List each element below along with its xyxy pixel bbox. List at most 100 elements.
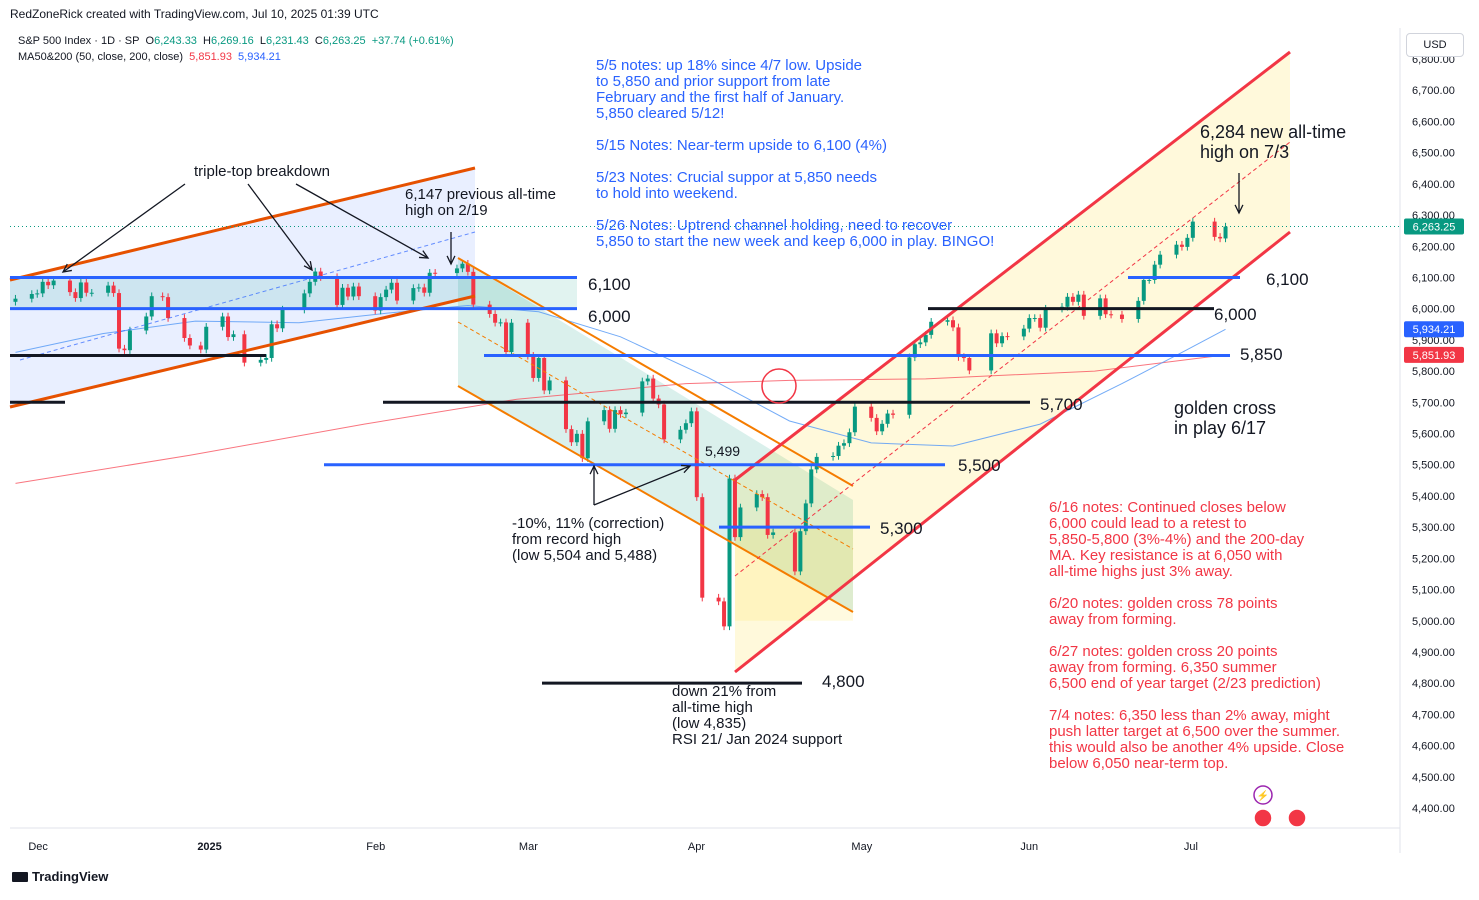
candle-body (395, 282, 400, 301)
annotation-new-ath-2: high on 7/3 (1200, 142, 1289, 162)
candle-body (950, 320, 955, 328)
candle-body (1212, 221, 1217, 237)
candle-body (144, 316, 149, 331)
y-tick-label: 6,400.00 (1412, 179, 1455, 191)
x-tick-label: Apr (688, 841, 705, 853)
x-tick-label: Mar (519, 841, 538, 853)
note-blue-1: 5/5 notes: up 18% since 4/7 low. Upside (596, 57, 862, 74)
candle-body (891, 413, 896, 415)
x-tick-label: May (851, 841, 872, 853)
candle-body (13, 298, 18, 302)
candle-body (111, 285, 116, 294)
note-red-3: 6/27 notes: golden cross 20 points (1049, 643, 1278, 660)
candle-body (607, 410, 612, 429)
annotation-new-ath-1: 6,284 new all-time (1200, 122, 1346, 142)
price-tag-label: 6,263.25 (1413, 222, 1456, 234)
chart-credit: RedZoneRick created with TradingView.com… (10, 7, 379, 21)
candle-body (880, 423, 885, 432)
candle-body (1152, 264, 1157, 280)
candle-body (280, 309, 285, 329)
uptrend-channel-fill (735, 52, 1290, 672)
candle-body (117, 293, 122, 349)
uptrend-channel-mid (734, 141, 1291, 577)
candle-body (912, 344, 917, 358)
note-blue-2: 5/15 Notes: Near-term upside to 6,100 (4… (596, 137, 887, 154)
lightning-icon (1253, 785, 1273, 805)
close-label: C (314, 35, 323, 47)
candle-body (831, 455, 836, 457)
candle-body (335, 277, 340, 305)
candle-body (302, 293, 307, 310)
candle-body (340, 287, 345, 305)
candle-body (542, 357, 547, 391)
level-label-6000: 6,000 (588, 307, 631, 326)
candle-body (640, 381, 645, 413)
candle-body (1190, 221, 1195, 238)
y-tick-label: 5,700.00 (1412, 397, 1455, 409)
note-red-4: below 6,050 near-term top. (1049, 755, 1228, 772)
candle-body (307, 281, 312, 294)
ma50-line (15, 304, 1226, 447)
candle-body (792, 532, 797, 572)
candle-body (760, 494, 765, 498)
candle-body (465, 263, 470, 272)
note-red-4: 7/4 notes: 6,350 less than 2% away, migh… (1049, 707, 1331, 724)
candle-body (956, 327, 961, 358)
candle-body (204, 326, 209, 350)
level-label-4800: 4,800 (822, 672, 865, 691)
candle-body (411, 288, 416, 301)
y-tick-label: 5,100.00 (1412, 585, 1455, 597)
candle-body (226, 316, 231, 338)
rising-channel-lower (9, 294, 476, 409)
candle-body (994, 333, 999, 344)
arrow-triple-top-2-head (303, 261, 313, 272)
candle-body (852, 406, 857, 433)
candle-body (422, 287, 427, 293)
candle-body (345, 287, 350, 297)
y-tick-label: 4,400.00 (1412, 803, 1455, 815)
candle-body (689, 411, 694, 424)
arrow-triple-top-3 (295, 183, 429, 259)
candle-body (547, 380, 552, 391)
candle-body (613, 410, 618, 429)
candle-body (1032, 318, 1037, 320)
note-red-1: 6/16 notes: Continued closes below (1049, 499, 1286, 516)
candle-body (727, 478, 732, 627)
symbol-legend[interactable]: S&P 500 Index · 1D · SP O6,243.33 H6,269… (18, 35, 457, 47)
annotation-low-5499: 5,499 (705, 443, 740, 459)
annotation-down21-3: (low 4,835) (672, 715, 746, 732)
annotation-correction-2: from record high (512, 531, 621, 548)
note-blue-4: 5/26 Notes: Uptrend channel holding, nee… (596, 217, 952, 234)
annotation-down21-1: down 21% from (672, 683, 776, 700)
x-tick-label: 2025 (197, 841, 221, 853)
level-label-5300: 5,300 (880, 519, 923, 538)
tv-logo-icon (12, 872, 28, 882)
currency-button[interactable]: USD (1406, 33, 1464, 57)
y-tick-label: 4,900.00 (1412, 647, 1455, 659)
annotation-golden-cross-2: in play 6/17 (1174, 418, 1266, 438)
ma200-value: 5,851.93 (189, 51, 232, 63)
candle-body (46, 281, 51, 286)
level-label-5500: 5,500 (958, 456, 1001, 475)
candle-body (563, 380, 568, 430)
ma-legend[interactable]: MA50&200 (50, close, 200, close) 5,851.9… (18, 51, 284, 63)
price-tag (1404, 218, 1464, 235)
note-blue-4: 5,850 to start the new week and keep 6,0… (596, 233, 994, 250)
tradingview-logo: TradingView (12, 869, 108, 884)
range-band-fill (10, 277, 577, 309)
y-tick-label: 5,900.00 (1412, 335, 1455, 347)
price-tag-label: 5,934.21 (1413, 324, 1456, 336)
candle-body (1109, 314, 1114, 316)
y-tick-label: 4,700.00 (1412, 709, 1455, 721)
candle-body (722, 601, 727, 627)
candle-body (580, 433, 585, 459)
candle-body (433, 272, 438, 274)
candle-body (1147, 279, 1152, 281)
price-tag (1404, 321, 1464, 338)
candle-body (149, 296, 154, 317)
candle-body (122, 348, 127, 351)
annotation-correction-1: -10%, 11% (correction) (512, 515, 664, 532)
x-tick-label: Feb (366, 841, 385, 853)
